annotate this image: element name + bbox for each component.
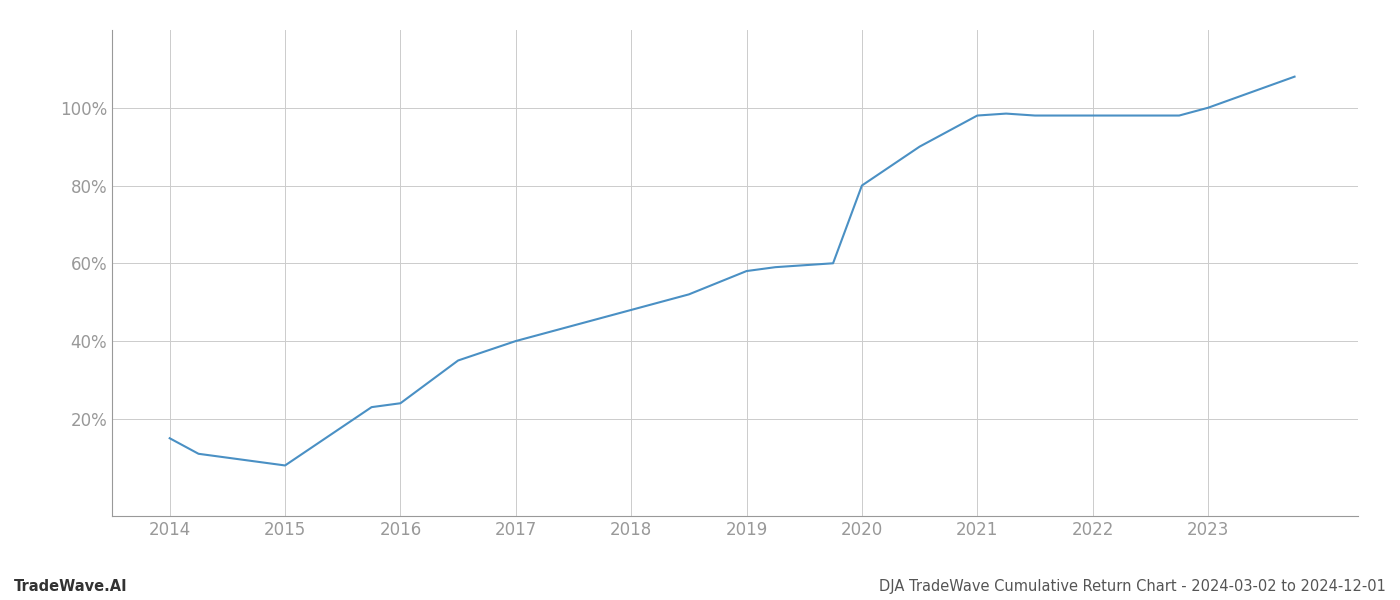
Text: TradeWave.AI: TradeWave.AI xyxy=(14,579,127,594)
Text: DJA TradeWave Cumulative Return Chart - 2024-03-02 to 2024-12-01: DJA TradeWave Cumulative Return Chart - … xyxy=(879,579,1386,594)
